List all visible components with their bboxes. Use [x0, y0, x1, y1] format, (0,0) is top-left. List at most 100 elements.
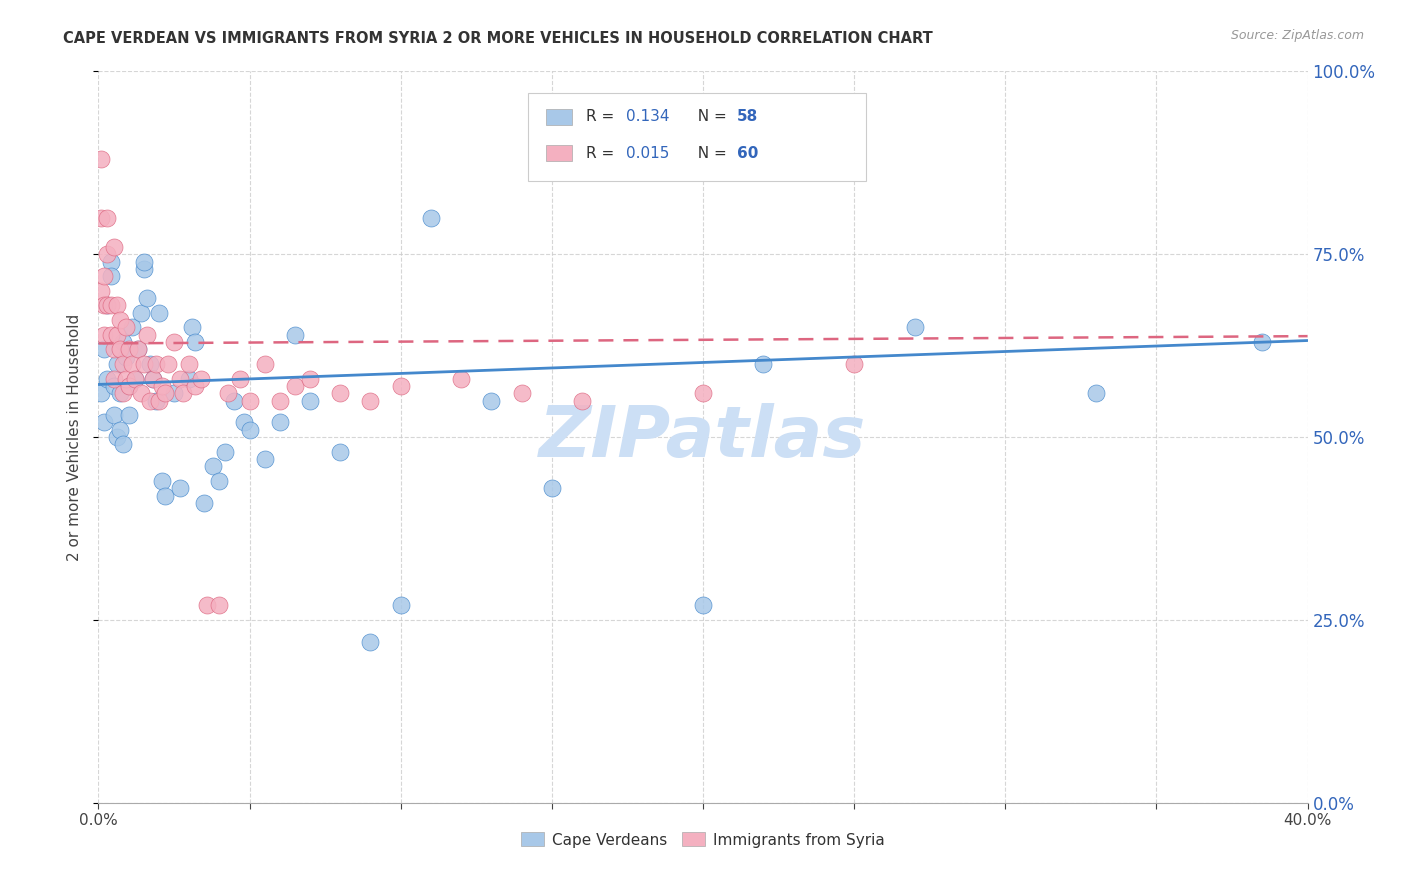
Point	[150, 379, 173, 393]
Point	[127, 343, 149, 357]
Point	[163, 334, 186, 349]
Text: ZIPatlas: ZIPatlas	[540, 402, 866, 472]
Point	[169, 481, 191, 495]
Point	[118, 408, 141, 422]
Point	[132, 261, 155, 276]
Point	[96, 211, 118, 225]
Point	[269, 416, 291, 430]
Point	[105, 430, 128, 444]
Point	[127, 343, 149, 357]
Text: 0.134: 0.134	[626, 109, 669, 124]
Point	[100, 269, 122, 284]
Point	[93, 298, 115, 312]
Point	[132, 254, 155, 268]
Point	[184, 334, 207, 349]
Point	[172, 386, 194, 401]
Point	[105, 327, 128, 342]
Point	[150, 474, 173, 488]
Point	[118, 379, 141, 393]
Point	[450, 371, 472, 385]
FancyBboxPatch shape	[546, 145, 572, 161]
Point	[100, 327, 122, 342]
Point	[135, 291, 157, 305]
Point	[111, 437, 134, 451]
Point	[239, 393, 262, 408]
Point	[284, 379, 307, 393]
Point	[253, 357, 276, 371]
Point	[202, 459, 225, 474]
Point	[103, 343, 125, 357]
Point	[93, 269, 115, 284]
Point	[111, 386, 134, 401]
Point	[135, 327, 157, 342]
Point	[208, 474, 231, 488]
Point	[148, 393, 170, 408]
Point	[184, 379, 207, 393]
Point	[111, 334, 134, 349]
Point	[224, 393, 246, 408]
Point	[145, 357, 167, 371]
Point	[904, 320, 927, 334]
Point	[214, 444, 236, 458]
Point	[142, 371, 165, 385]
Point	[124, 371, 146, 385]
FancyBboxPatch shape	[546, 109, 572, 125]
Point	[105, 357, 128, 371]
Point	[114, 371, 136, 385]
Point	[692, 599, 714, 613]
FancyBboxPatch shape	[527, 94, 866, 181]
Point	[93, 343, 115, 357]
Point	[139, 357, 162, 371]
Point	[752, 357, 775, 371]
Text: 0.015: 0.015	[626, 145, 669, 161]
Point	[90, 386, 112, 401]
Text: 60: 60	[737, 145, 758, 161]
Point	[93, 327, 115, 342]
Point	[96, 371, 118, 385]
Point	[190, 371, 212, 385]
Point	[96, 298, 118, 312]
Point	[96, 247, 118, 261]
Point	[481, 393, 503, 408]
Point	[299, 393, 322, 408]
Point	[153, 386, 176, 401]
Point	[153, 489, 176, 503]
Point	[269, 393, 291, 408]
Point	[389, 379, 412, 393]
Point	[510, 386, 533, 401]
Point	[232, 416, 254, 430]
Point	[179, 371, 201, 385]
Point	[299, 371, 322, 385]
Text: Source: ZipAtlas.com: Source: ZipAtlas.com	[1230, 29, 1364, 42]
Text: N =: N =	[689, 109, 733, 124]
Text: R =: R =	[586, 145, 619, 161]
Point	[124, 371, 146, 385]
Y-axis label: 2 or more Vehicles in Household: 2 or more Vehicles in Household	[67, 313, 83, 561]
Point	[129, 386, 152, 401]
Point	[239, 423, 262, 437]
Point	[90, 284, 112, 298]
Point	[105, 298, 128, 312]
Point	[169, 371, 191, 385]
Point	[93, 416, 115, 430]
Text: R =: R =	[586, 109, 619, 124]
Point	[132, 357, 155, 371]
Point	[114, 350, 136, 364]
Point	[389, 599, 412, 613]
Point	[90, 211, 112, 225]
Point	[163, 386, 186, 401]
Legend: Cape Verdeans, Immigrants from Syria: Cape Verdeans, Immigrants from Syria	[515, 826, 891, 854]
Point	[571, 393, 593, 408]
Point	[148, 306, 170, 320]
Point	[103, 371, 125, 385]
Point	[329, 444, 352, 458]
Point	[100, 254, 122, 268]
Point	[139, 393, 162, 408]
Point	[90, 152, 112, 166]
Point	[692, 386, 714, 401]
Point	[540, 481, 562, 495]
Point	[121, 320, 143, 334]
Point	[108, 386, 131, 401]
Point	[96, 298, 118, 312]
Point	[229, 371, 252, 385]
